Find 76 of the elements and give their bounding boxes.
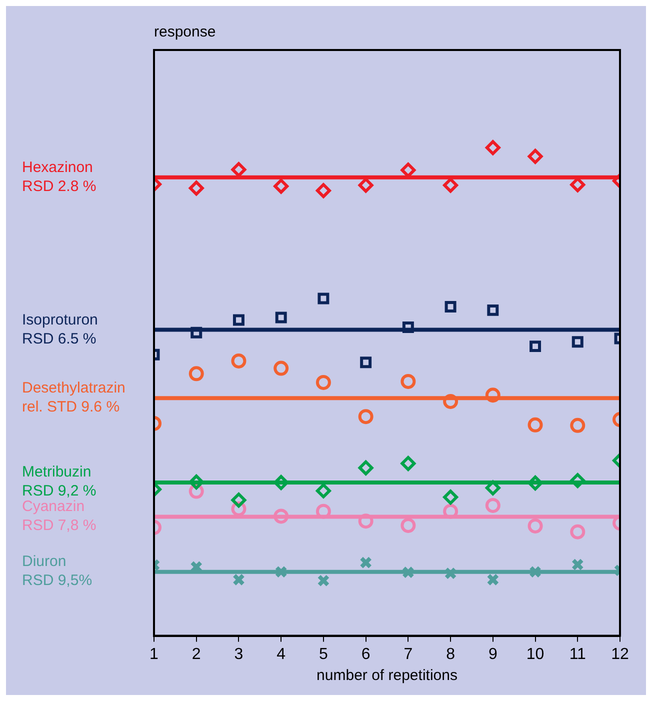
point xyxy=(485,140,500,156)
point xyxy=(402,322,414,334)
point xyxy=(232,314,244,326)
point xyxy=(528,417,543,432)
x-tick-label: 11 xyxy=(569,646,586,663)
point xyxy=(570,418,586,433)
point xyxy=(317,574,330,587)
point xyxy=(528,518,543,534)
point xyxy=(572,336,584,348)
x-tick-label: 12 xyxy=(611,646,629,663)
point xyxy=(528,148,543,164)
x-tick-label: 2 xyxy=(192,646,201,663)
x-tick-label: 8 xyxy=(446,646,456,663)
point xyxy=(274,475,289,490)
point xyxy=(188,180,204,196)
x-tick-label: 7 xyxy=(404,646,413,663)
x-axis-title: number of repetitions xyxy=(316,667,458,684)
point xyxy=(402,566,414,579)
point xyxy=(570,524,586,540)
x-tick-label: 6 xyxy=(361,646,370,663)
x-tick-label: 10 xyxy=(526,646,544,663)
point xyxy=(443,504,458,519)
point xyxy=(316,504,331,519)
point xyxy=(529,566,542,578)
x-tick-label: 9 xyxy=(488,646,498,663)
x-tick-label: 3 xyxy=(234,646,244,663)
point xyxy=(231,353,246,368)
point xyxy=(232,573,245,586)
point xyxy=(570,177,586,192)
x-tick-label: 1 xyxy=(150,646,159,663)
point xyxy=(486,573,500,586)
point xyxy=(571,558,584,571)
point xyxy=(358,409,374,424)
point xyxy=(570,473,586,488)
text: Hexazinon RSD 2.8 % xyxy=(22,159,96,196)
series-label: Desethylatrazin rel. STD 9.6 % xyxy=(22,379,126,416)
point xyxy=(443,394,458,409)
point xyxy=(274,508,289,524)
text: Isoproturon RSD 6.5 % xyxy=(22,311,98,348)
point xyxy=(400,374,416,389)
point xyxy=(274,360,289,376)
point xyxy=(188,366,204,382)
point xyxy=(400,456,416,471)
point xyxy=(190,326,202,338)
point xyxy=(443,490,458,505)
point xyxy=(400,518,416,533)
x-tick-label: 4 xyxy=(276,646,286,663)
point xyxy=(274,566,288,578)
text: Diuron RSD 9,5% xyxy=(22,553,92,590)
point xyxy=(358,178,374,193)
point xyxy=(231,492,246,508)
point xyxy=(188,474,204,490)
point xyxy=(316,483,331,498)
point xyxy=(275,312,287,324)
point xyxy=(444,567,457,580)
point xyxy=(231,162,246,178)
text: Cyanazin RSD 7,8 % xyxy=(22,498,96,534)
point xyxy=(487,304,499,316)
point xyxy=(444,301,456,313)
point xyxy=(360,356,372,368)
text: Metribuzin RSD 9,2 % xyxy=(22,464,96,500)
point xyxy=(443,178,458,193)
point xyxy=(360,556,372,569)
point xyxy=(485,388,500,403)
point xyxy=(485,498,500,513)
point xyxy=(316,183,331,198)
text: response xyxy=(154,24,216,41)
point xyxy=(358,460,374,476)
point xyxy=(528,476,543,491)
point xyxy=(530,340,542,352)
point xyxy=(274,178,289,194)
x-tick-label: 5 xyxy=(319,646,328,663)
point xyxy=(485,480,500,496)
point xyxy=(316,374,331,390)
point xyxy=(318,292,330,304)
point xyxy=(358,514,374,529)
